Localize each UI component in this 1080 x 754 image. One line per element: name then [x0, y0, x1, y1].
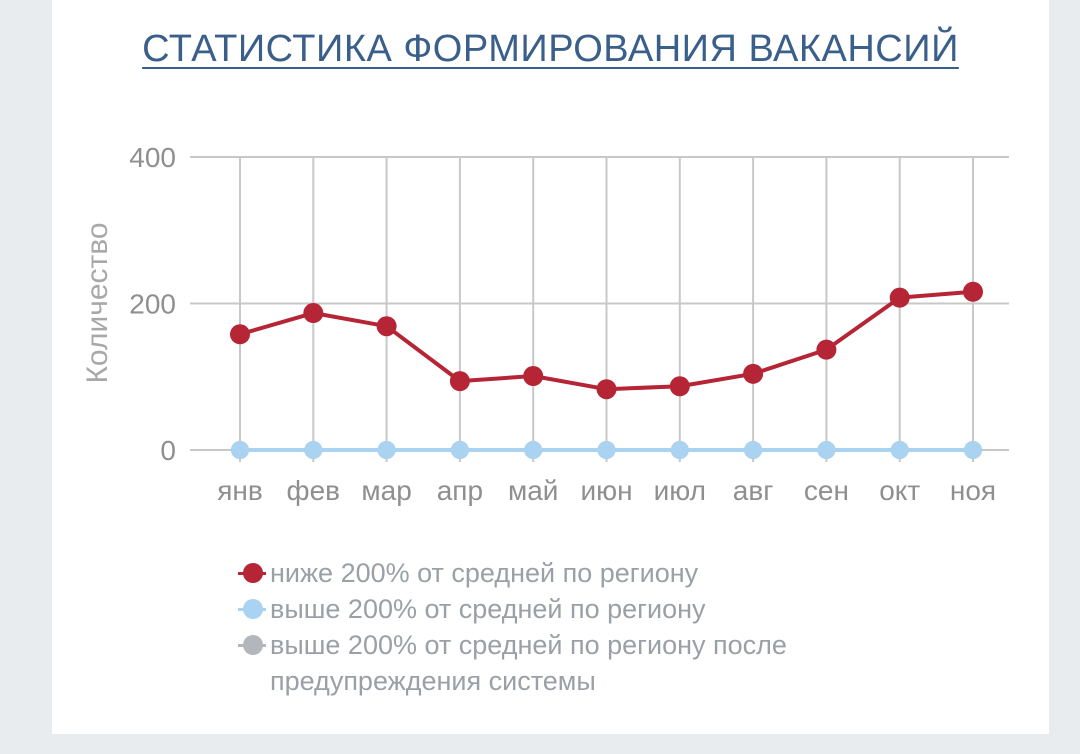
x-tick-label: июл	[654, 475, 706, 506]
x-tick-label: окт	[879, 475, 920, 506]
data-point	[963, 281, 983, 302]
y-tick-label: 200	[129, 289, 176, 320]
legend-label: выше 200% от средней по региону	[270, 594, 706, 624]
x-tick-label: ноя	[950, 475, 996, 506]
data-point	[523, 366, 544, 387]
data-point	[231, 441, 249, 459]
legend-label: ниже 200% от средней по региону	[270, 558, 699, 588]
data-point	[597, 441, 616, 459]
data-point	[670, 441, 689, 459]
x-tick-label: авг	[733, 475, 774, 506]
data-point	[743, 363, 764, 384]
data-point	[889, 287, 910, 308]
chart-card: СТАТИСТИКА ФОРМИРОВАНИЯ ВАКАНСИЙ 0 200 400…	[52, 0, 1049, 734]
data-point	[669, 376, 690, 397]
data-point	[817, 441, 836, 459]
data-point	[596, 379, 617, 400]
legend-swatch	[238, 627, 266, 663]
legend-label: выше 200% от средней по региону после пр…	[270, 630, 787, 696]
x-tick-label: сен	[804, 475, 849, 506]
data-point	[303, 303, 324, 324]
legend-item: выше 200% от средней по региону	[238, 591, 918, 627]
data-point	[304, 441, 323, 459]
data-point	[449, 371, 470, 392]
data-point	[450, 441, 469, 459]
legend-swatch	[238, 555, 266, 591]
line-chart: 0 200 400 Количество янв фев мар апр май июн июл а…	[81, 142, 1009, 506]
x-tick-label: мар	[361, 475, 411, 506]
data-point	[230, 324, 250, 345]
data-point	[376, 316, 397, 337]
y-axis-title: Количество	[81, 222, 114, 383]
legend-item: выше 200% от средней по региону после пр…	[238, 627, 918, 699]
data-point	[524, 441, 543, 459]
data-point	[890, 441, 909, 459]
data-point	[744, 441, 763, 459]
legend-item: ниже 200% от средней по региону	[238, 555, 918, 591]
y-tick-label: 0	[160, 435, 176, 466]
x-tick-label: апр	[437, 475, 483, 506]
x-tick-label: фев	[287, 475, 340, 506]
y-tick-label: 400	[129, 142, 176, 173]
legend-swatch	[238, 591, 266, 627]
chart-legend: ниже 200% от средней по региону выше 200%…	[238, 555, 918, 699]
data-point	[964, 441, 982, 459]
x-tick-label: май	[508, 475, 558, 506]
chart-title: СТАТИСТИКА ФОРМИРОВАНИЯ ВАКАНСИЙ	[142, 28, 959, 70]
x-tick-label: янв	[217, 475, 263, 506]
data-point	[377, 441, 396, 459]
data-point	[816, 339, 837, 360]
x-tick-label: июн	[580, 475, 632, 506]
